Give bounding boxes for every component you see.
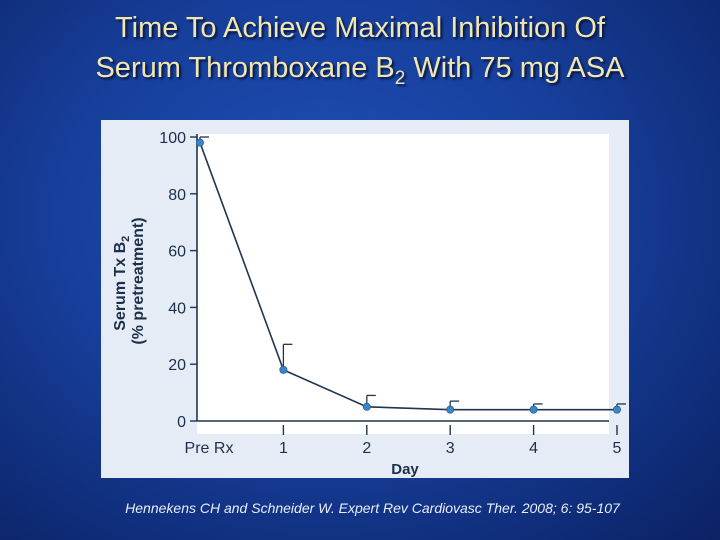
x-tick-label: 5 bbox=[613, 440, 622, 457]
x-tick-label: 3 bbox=[446, 440, 455, 457]
title-line-2-suffix: With 75 mg ASA bbox=[405, 52, 625, 84]
series-line bbox=[199, 142, 617, 411]
citation: Hennekens CH and Schneider W. Expert Rev… bbox=[125, 500, 620, 516]
y-axis-label-line-1: Serum Tx B bbox=[112, 242, 129, 331]
y-tick-label: 100 bbox=[159, 130, 186, 147]
title-line-2-prefix: Serum Thromboxane B bbox=[95, 52, 395, 84]
x-tick-label: 2 bbox=[362, 440, 371, 457]
x-axis-label: Day bbox=[391, 461, 419, 478]
y-axis-label: Serum Tx B2 (% pretreatment) bbox=[112, 217, 147, 344]
y-axis-label-line-2: (% pretreatment) bbox=[130, 217, 147, 344]
data-point bbox=[362, 402, 371, 411]
y-tick-label: 80 bbox=[168, 187, 186, 204]
series-group bbox=[196, 138, 622, 414]
chart-panel: 0 20 40 60 80 100 Pre Rx 1 2 3 4 5 Serum Tx B2 (% … bbox=[101, 120, 629, 478]
x-tick-label: 4 bbox=[529, 440, 538, 457]
y-axis: 0 20 40 60 80 100 bbox=[159, 130, 198, 431]
x-axis: Pre Rx 1 2 3 4 5 bbox=[185, 420, 622, 457]
y-tick-label: 60 bbox=[168, 244, 186, 261]
plot-area bbox=[197, 134, 609, 434]
data-point bbox=[446, 405, 455, 414]
y-tick-label: 40 bbox=[168, 300, 186, 317]
data-point bbox=[613, 405, 622, 414]
y-tick-label: 20 bbox=[168, 357, 186, 374]
data-point bbox=[196, 138, 205, 147]
y-tick-label: 0 bbox=[177, 414, 186, 431]
data-point bbox=[279, 365, 288, 374]
title-line-2-subscript: 2 bbox=[394, 67, 406, 89]
title-line-1: Time To Achieve Maximal Inhibition Of bbox=[115, 12, 605, 44]
x-tick-label: Pre Rx bbox=[185, 440, 234, 457]
slide-title: Time To Achieve Maximal Inhibition Of Se… bbox=[0, 8, 720, 88]
y-axis-label-subscript: 2 bbox=[120, 236, 132, 242]
data-point bbox=[529, 405, 538, 414]
x-tick-label: 1 bbox=[279, 440, 288, 457]
